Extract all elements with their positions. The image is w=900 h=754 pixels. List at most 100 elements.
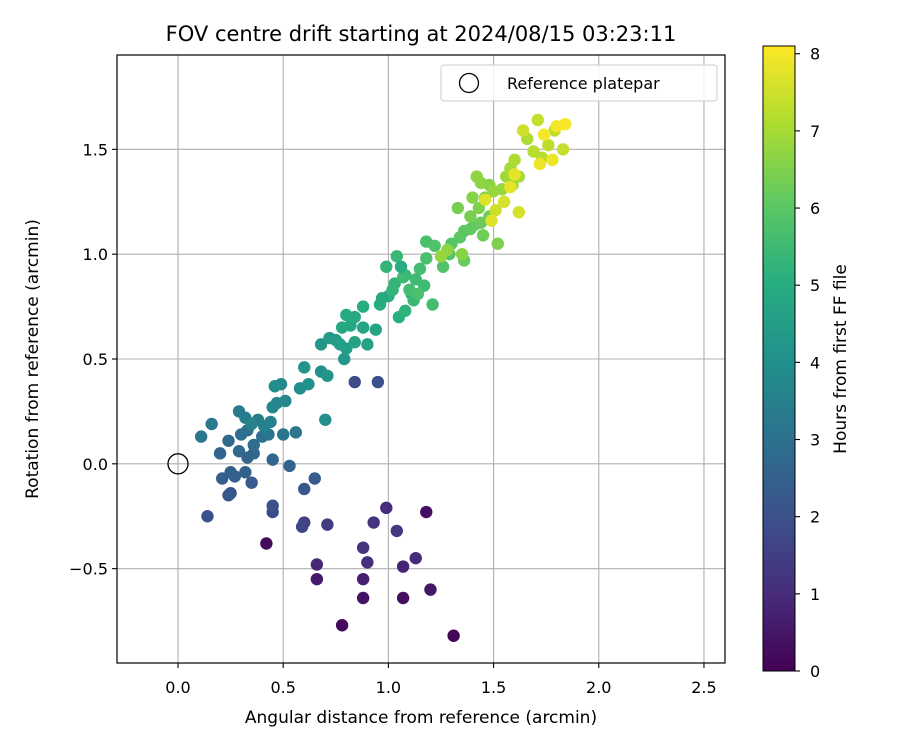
data-point (335, 619, 349, 632)
data-point (268, 380, 281, 393)
data-point (478, 193, 492, 206)
data-point (537, 128, 551, 141)
x-axis-label: Angular distance from reference (arcmin) (245, 708, 597, 728)
data-point (504, 180, 517, 194)
data-point (464, 210, 477, 223)
data-point (434, 250, 448, 263)
data-point (531, 113, 544, 127)
data-point (356, 300, 370, 313)
colorbar-tick-label: 6 (810, 199, 820, 218)
data-point (369, 323, 382, 336)
y-axis-ticks: −0.5 0.0 0.5 1.0 1.5 (69, 140, 117, 579)
data-point (476, 229, 490, 242)
data-point (558, 117, 572, 131)
data-point (356, 591, 370, 605)
data-point (222, 489, 235, 502)
data-point (224, 466, 237, 479)
data-point (356, 321, 370, 334)
x-tick-label: 1.5 (481, 678, 506, 697)
data-point (409, 551, 422, 565)
data-point (338, 352, 351, 366)
colorbar-tick-label: 7 (810, 122, 820, 141)
grid-lines (117, 55, 725, 663)
data-point (470, 170, 483, 183)
data-point (466, 191, 479, 204)
data-point (283, 459, 296, 473)
data-point (396, 591, 410, 605)
legend-box (440, 64, 718, 102)
data-point (485, 214, 498, 227)
colorbar-tick-label: 2 (810, 508, 820, 527)
data-point (356, 541, 370, 554)
data-point (390, 250, 404, 263)
data-point (295, 520, 309, 533)
data-point (420, 505, 433, 519)
colorbar: 0 1 2 3 4 5 6 7 8 Hours from first FF file (762, 45, 851, 681)
data-point (310, 558, 324, 571)
data-point (508, 153, 521, 167)
data-point (399, 304, 412, 317)
data-point (348, 310, 361, 324)
x-tick-label: 0.5 (270, 678, 295, 697)
data-point (542, 138, 555, 152)
data-point (489, 203, 502, 217)
data-point (205, 417, 218, 431)
data-point (289, 426, 303, 439)
data-point (546, 153, 559, 167)
data-point (390, 524, 404, 538)
colorbar-tick-label: 3 (810, 431, 820, 450)
legend-marker (458, 72, 480, 94)
colorbar-tick-label: 4 (810, 353, 820, 372)
data-point (264, 415, 277, 429)
legend: Reference platepar (440, 64, 718, 102)
data-point (321, 369, 334, 382)
data-point (411, 287, 425, 301)
reference-marker (167, 453, 189, 475)
data-point (298, 361, 311, 374)
x-tick-label: 2.5 (691, 678, 716, 697)
data-point (386, 283, 399, 297)
x-tick-label: 2.0 (586, 678, 611, 697)
data-point (247, 438, 260, 452)
data-point (266, 401, 279, 414)
data-point (245, 417, 258, 431)
colorbar-tick-label: 0 (810, 662, 820, 681)
data-point (367, 516, 380, 529)
data-point (302, 377, 315, 391)
data-point (556, 143, 570, 156)
colorbar-tick-label: 5 (810, 276, 820, 295)
x-tick-label: 0.0 (165, 678, 190, 697)
data-point (245, 476, 258, 489)
data-point (447, 629, 460, 642)
data-point (380, 501, 393, 515)
y-axis-label: Rotation from reference (arcmin) (23, 219, 43, 499)
data-point (394, 260, 408, 273)
data-point (371, 375, 385, 389)
colorbar-ticks: 0 1 2 3 4 5 6 7 8 (795, 45, 820, 681)
y-tick-label: 0.0 (83, 455, 108, 474)
data-point (348, 375, 361, 389)
data-point (396, 560, 410, 573)
reference-point-group (167, 453, 189, 475)
data-point (533, 157, 547, 171)
data-point (508, 168, 521, 181)
colorbar-tick-label: 1 (810, 585, 820, 604)
data-point (516, 124, 530, 137)
data-point (348, 336, 361, 349)
data-point (201, 510, 214, 523)
data-point (424, 583, 437, 596)
data-point (426, 298, 439, 311)
data-point (512, 206, 526, 219)
data-point (239, 466, 252, 479)
data-point (455, 247, 469, 261)
data-point (491, 237, 504, 250)
data-point (266, 453, 279, 466)
data-points (194, 113, 572, 642)
x-axis-ticks: 0.0 0.5 1.0 1.5 2.0 2.5 (165, 663, 717, 697)
data-point (380, 260, 393, 273)
data-point (451, 201, 465, 215)
data-point (396, 271, 410, 284)
y-tick-label: 0.5 (83, 350, 108, 369)
